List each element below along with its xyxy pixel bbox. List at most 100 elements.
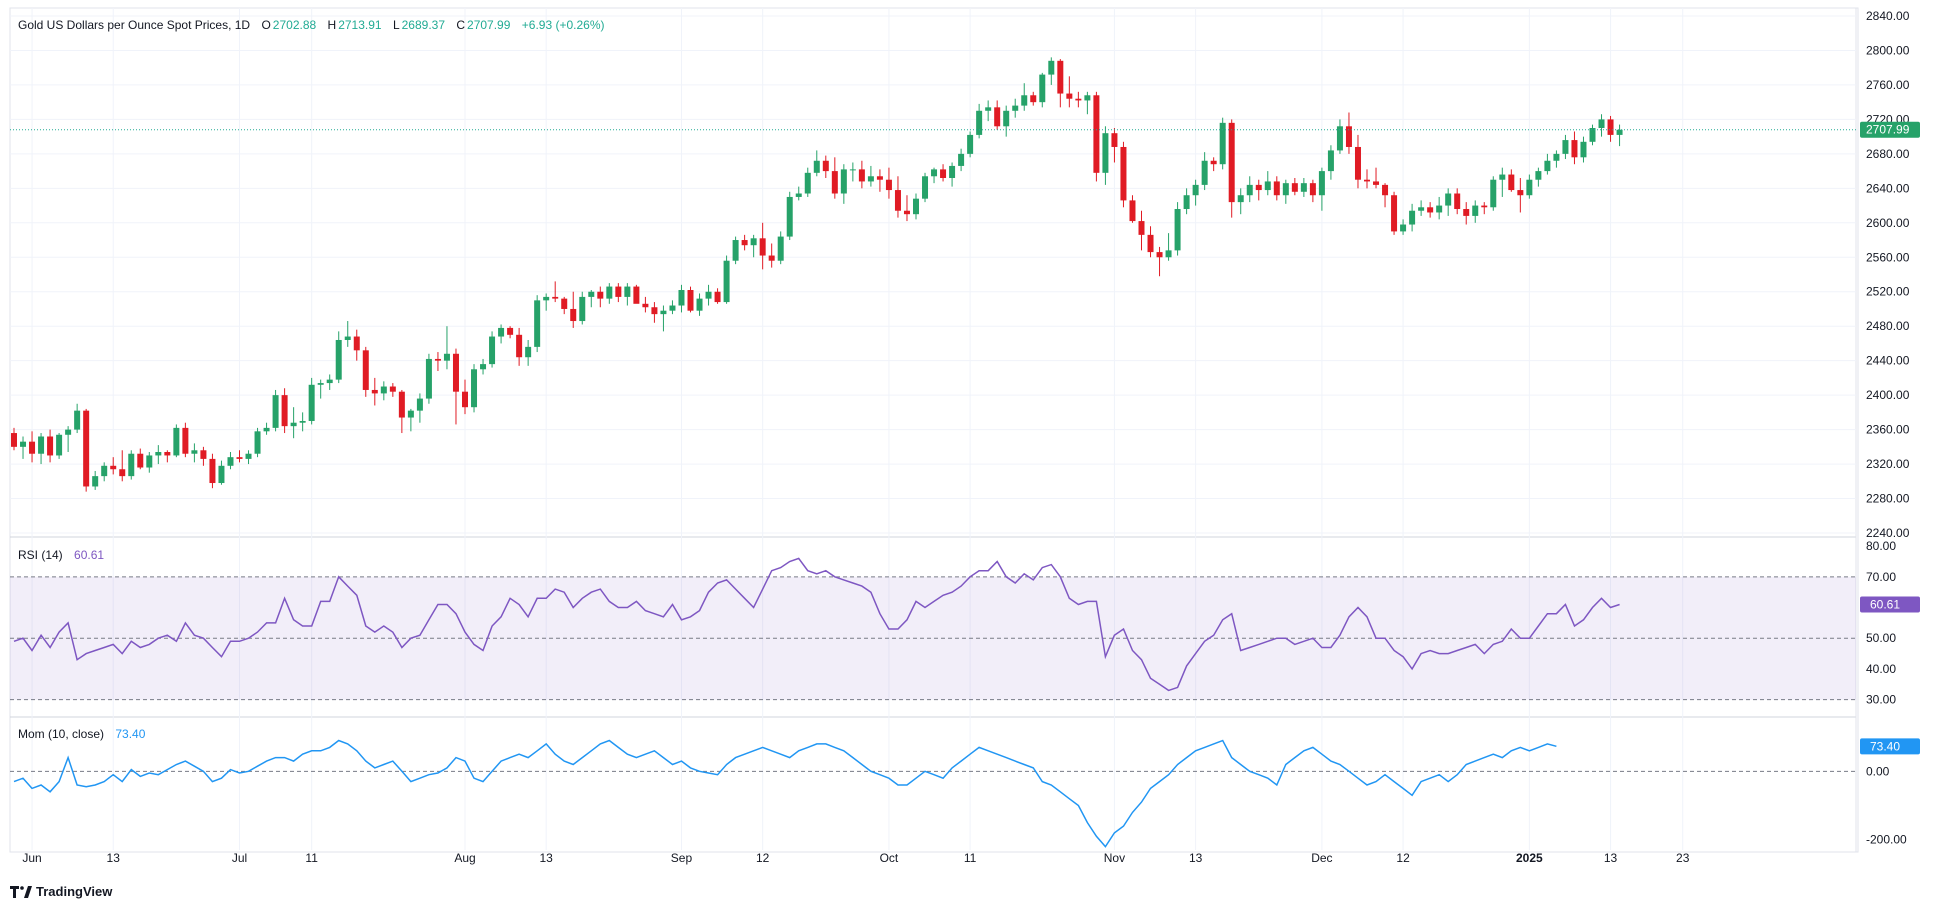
candle-body: [705, 291, 712, 299]
candle: [164, 450, 171, 463]
candle-body: [1291, 183, 1298, 192]
candle: [1571, 131, 1578, 165]
rsi-value: 60.61: [74, 548, 105, 562]
candle-body: [1300, 183, 1307, 192]
candle: [1445, 188, 1452, 216]
candle-body: [1373, 181, 1380, 185]
candle-body: [985, 107, 992, 111]
candle-body: [1093, 95, 1100, 173]
candle: [1589, 124, 1596, 146]
candle: [940, 164, 947, 182]
candle-body: [913, 198, 919, 215]
candle: [958, 148, 965, 172]
candle: [254, 427, 261, 458]
candle: [1183, 188, 1190, 215]
candle-body: [714, 291, 721, 303]
candle-body: [47, 436, 54, 456]
candle: [1291, 177, 1298, 196]
candle-body: [1048, 60, 1055, 75]
time-tick-label: Jul: [232, 851, 247, 865]
candle: [128, 450, 135, 480]
candle: [768, 243, 775, 268]
candle-body: [615, 286, 622, 297]
candle-body: [507, 327, 514, 335]
candle-body: [1165, 250, 1172, 258]
candle: [416, 393, 423, 423]
candle: [1174, 202, 1181, 256]
candle: [1490, 176, 1497, 211]
candle: [507, 326, 514, 339]
candle: [1237, 188, 1244, 215]
time-tick-label: Jun: [22, 851, 41, 865]
candle: [985, 100, 992, 122]
candle: [1021, 83, 1028, 111]
candle: [110, 457, 117, 475]
candle-body: [1490, 179, 1497, 208]
rsi-tick-label: 30.00: [1866, 693, 1896, 707]
rsi-tick-label: 40.00: [1866, 662, 1896, 676]
rsi-tick-label: 80.00: [1866, 539, 1896, 553]
candle: [867, 165, 874, 187]
candle-body: [786, 196, 793, 237]
time-tick-label: Dec: [1311, 851, 1332, 865]
mom-tick-label: -200.00: [1866, 833, 1907, 847]
candle-body: [552, 296, 559, 299]
candle: [1535, 167, 1542, 187]
candle-body: [525, 346, 532, 358]
candle-body: [1039, 74, 1046, 103]
candle-body: [579, 296, 586, 322]
candle-body: [768, 255, 775, 261]
price-tick-label: 2440.00: [1866, 354, 1910, 368]
mom-value: 73.40: [115, 727, 146, 741]
candle-body: [1021, 95, 1028, 106]
candle-body: [1282, 183, 1289, 196]
candle-body: [29, 441, 36, 454]
candle: [1400, 219, 1407, 235]
candle-body: [1499, 174, 1506, 180]
time-tick-label: 23: [1676, 851, 1690, 865]
candle-body: [65, 429, 72, 435]
candle: [47, 429, 54, 463]
candle: [200, 446, 207, 466]
candle-body: [1075, 98, 1082, 101]
candle-body: [1409, 210, 1416, 225]
price-tick-label: 2480.00: [1866, 319, 1910, 333]
candle: [245, 450, 252, 465]
candle: [398, 389, 405, 434]
candle-body: [534, 300, 541, 347]
last-price-badge-text: 2707.99: [1866, 123, 1910, 137]
candle-body: [561, 298, 568, 309]
candle-body: [344, 336, 351, 340]
candle-body: [750, 238, 757, 246]
candle-body: [1535, 171, 1542, 180]
candle: [281, 388, 288, 434]
tradingview-brand[interactable]: TradingView: [10, 884, 112, 899]
candle-body: [128, 453, 135, 477]
candle-body: [1382, 184, 1389, 196]
candle-body: [1562, 140, 1569, 154]
candle: [335, 331, 342, 384]
candle-body: [958, 153, 965, 166]
candle-body: [480, 364, 487, 370]
time-tick-label: 2025: [1516, 851, 1543, 865]
candle-body: [389, 386, 396, 392]
candle-body: [1580, 141, 1587, 158]
candle-body: [624, 286, 631, 297]
candle: [1048, 57, 1055, 85]
candle-body: [696, 298, 703, 311]
candle-body: [1012, 105, 1019, 111]
candle: [696, 293, 703, 316]
candle-body: [462, 391, 468, 408]
candle: [65, 426, 72, 453]
candle: [822, 155, 829, 178]
time-tick-label: 13: [1189, 851, 1203, 865]
candle-body: [452, 353, 459, 392]
candle: [1309, 179, 1316, 203]
candle: [137, 448, 144, 470]
candle-body: [236, 457, 243, 459]
candle-body: [994, 107, 1001, 127]
rsi-label: RSI (14): [18, 548, 63, 562]
candle: [1409, 203, 1416, 232]
price-pane: [10, 57, 1856, 492]
